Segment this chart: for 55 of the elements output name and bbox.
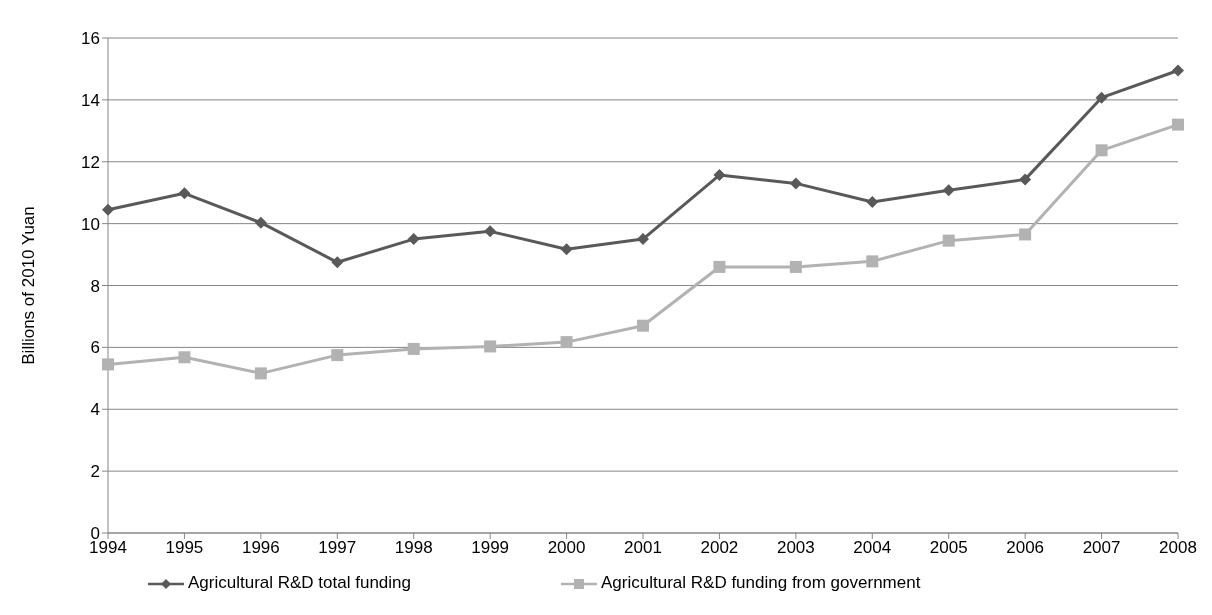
y-tick-label: 16: [81, 29, 100, 49]
point: [254, 367, 267, 380]
y-tick-label: 8: [90, 276, 100, 296]
point: [1172, 64, 1184, 77]
point: [178, 351, 191, 364]
point: [942, 184, 955, 197]
point: [637, 233, 649, 246]
point: [866, 195, 879, 208]
point: [866, 255, 879, 268]
x-tick-label: 2003: [776, 538, 815, 558]
point: [407, 233, 420, 246]
point: [407, 342, 420, 355]
x-tick-label: 1999: [471, 538, 510, 558]
point: [942, 234, 955, 247]
x-tick-label: 2002: [700, 538, 739, 558]
x-tick-label: 1998: [394, 538, 433, 558]
point: [1095, 91, 1108, 104]
legend-label: Agricultural R&D funding from government: [600, 573, 921, 593]
point: [637, 319, 649, 332]
y-tick-label: 12: [81, 152, 100, 172]
point: [102, 203, 114, 216]
x-tick-label: 2001: [624, 538, 662, 558]
x-tick-label: 2005: [929, 538, 968, 558]
x-tick-label: 1997: [318, 538, 357, 558]
point: [1095, 144, 1108, 157]
x-tick-label: 2000: [547, 538, 586, 558]
point: [1019, 173, 1032, 186]
point: [713, 169, 726, 182]
y-axis-title: Billions of 2010 Yuan: [19, 206, 39, 365]
point: [102, 358, 114, 371]
x-tick-label: 2007: [1082, 538, 1121, 558]
y-tick-label: 4: [90, 400, 100, 420]
point: [331, 349, 344, 362]
x-tick-label: 2004: [853, 538, 892, 558]
point: [1019, 228, 1032, 241]
point: [1172, 118, 1184, 131]
point: [789, 260, 802, 273]
x-tick-label: 2006: [1006, 538, 1045, 558]
point: [713, 260, 726, 273]
y-tick-label: 14: [81, 90, 100, 110]
point: [560, 336, 573, 349]
point: [560, 243, 573, 256]
y-tick-label: 2: [90, 462, 100, 482]
x-tick-label: 2008: [1159, 538, 1197, 558]
x-tick-label: 1995: [165, 538, 204, 558]
x-tick-label: 1996: [241, 538, 280, 558]
point: [484, 225, 497, 238]
point: [484, 340, 497, 353]
legend-label: Agricultural R&D total funding: [187, 573, 412, 593]
y-tick-label: 6: [90, 338, 100, 358]
point: [331, 256, 344, 269]
point: [254, 216, 267, 229]
y-tick-label: 10: [81, 214, 100, 234]
point: [178, 187, 191, 200]
point: [789, 177, 802, 190]
